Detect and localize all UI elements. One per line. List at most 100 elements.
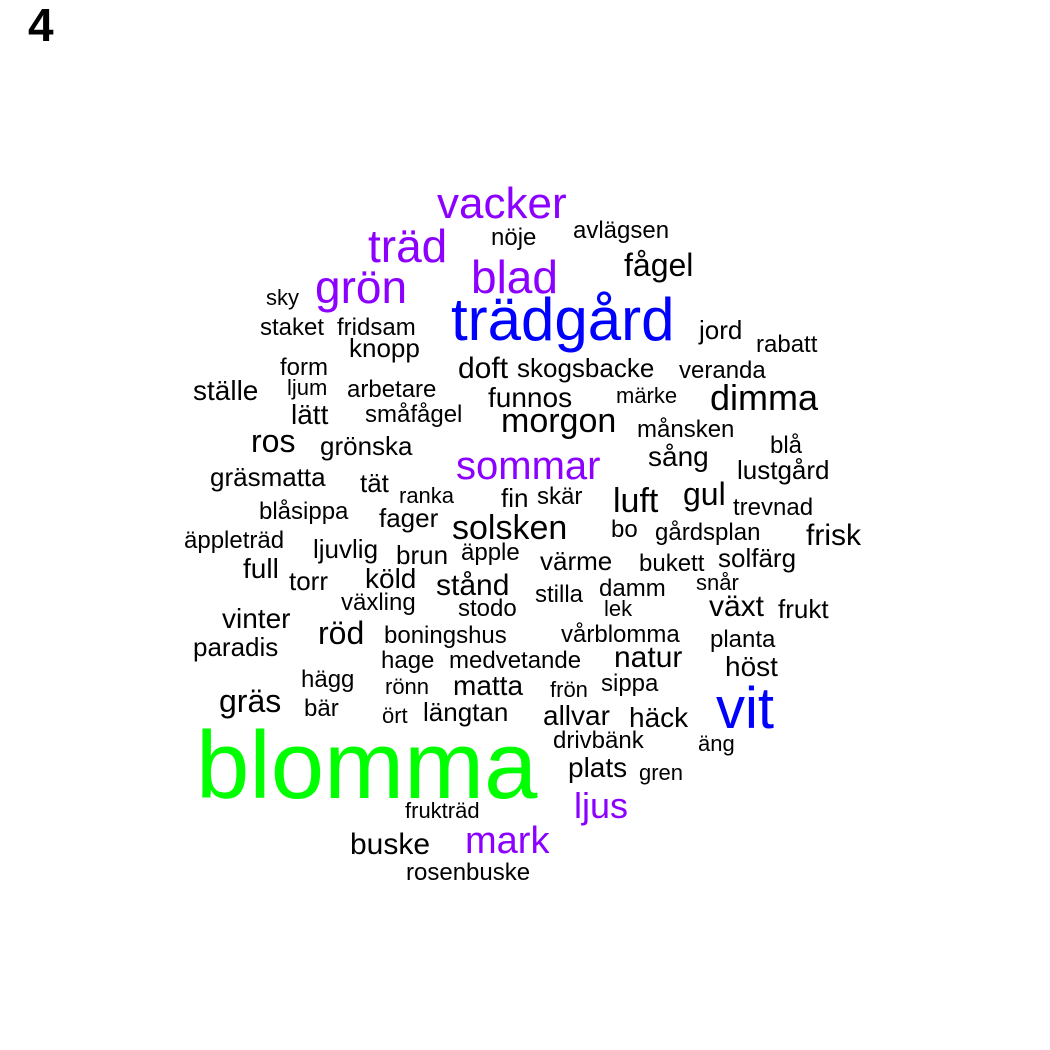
word-84: matta [453,670,523,701]
word-15: staket [260,314,324,341]
word-25: ljum [287,375,327,400]
word-71: frukt [778,594,829,624]
word-52: frisk [806,519,862,552]
word-95: plats [568,752,627,783]
word-56: äpple [461,539,520,566]
panel-label: 4 [28,0,54,51]
word-66: snår [696,570,739,595]
word-35: grönska [320,431,413,461]
word-30: lätt [291,399,329,430]
word-4: vacker [437,179,567,228]
word-94: äng [698,731,735,756]
word-23: veranda [679,357,766,384]
word-88: bär [304,695,339,722]
word-16: fridsam [337,314,416,341]
word-47: blåsippa [259,498,349,525]
word-74: boningshus [384,622,507,649]
word-83: rönn [385,674,429,699]
word-86: sippa [601,670,659,697]
word-80: natur [614,641,682,674]
word-33: månsken [637,416,734,443]
word-75: vårblomma [561,621,680,648]
word-59: solfärg [718,543,796,573]
word-65: damm [599,575,666,602]
word-50: bo [611,516,638,543]
word-24: ställe [193,375,258,406]
word-72: vinter [222,603,290,634]
word-6: blad [471,251,558,303]
word-19: knopp [349,333,420,363]
word-98: buske [350,828,430,861]
word-54: ljuvlig [313,534,378,564]
word-29: dimma [710,377,819,418]
word-22: skogsbacke [517,353,654,383]
word-43: skär [537,483,582,510]
word-49: solsken [452,509,567,547]
word-68: stodo [458,595,517,622]
word-13: fågel [624,247,693,283]
word-27: funnos [488,382,572,413]
word-21: doft [458,352,509,385]
word-73: röd [318,615,364,651]
word-61: torr [289,566,328,596]
word-81: höst [725,651,778,682]
word-91: allvar [543,700,610,731]
word-76: planta [710,626,776,653]
word-9: mark [465,820,550,862]
word-14: sky [266,285,299,310]
word-96: gren [639,760,683,785]
word-92: häck [629,702,689,733]
word-8: sommar [456,444,600,488]
word-11: nöje [491,224,536,251]
word-89: ört [382,703,408,728]
word-62: köld [365,563,416,594]
word-18: rabatt [756,331,818,358]
word-87: gräs [219,683,281,719]
word-53: äppleträd [184,527,284,554]
word-41: ranka [399,483,455,508]
word-44: luft [613,482,659,520]
word-60: full [243,553,279,584]
word-67: växling [341,589,416,616]
word-5: träd [368,220,447,272]
word-45: gul [683,476,726,512]
word-1: blomma [196,712,538,819]
word-51: gårdsplan [655,519,760,546]
word-46: trevnad [733,494,813,521]
word-42: fin [501,483,528,513]
word-3: vit [716,676,774,741]
word-38: gräsmatta [210,462,326,492]
word-40: lustgård [737,455,830,485]
word-70: växt [709,590,765,623]
word-58: bukett [639,550,705,577]
word-90: längtan [423,697,508,727]
word-2: trädgård [451,286,674,353]
word-85: frön [550,677,588,702]
word-77: paradis [193,632,278,662]
word-55: brun [396,540,448,570]
word-99: rosenbuske [406,859,530,886]
word-20: form [280,354,328,381]
word-34: ros [251,423,295,459]
word-32: morgon [501,402,616,440]
word-82: hägg [301,666,354,693]
word-78: hage [381,647,434,674]
word-17: jord [698,315,742,345]
word-37: sång [648,441,709,472]
word-93: drivbänk [553,727,645,754]
word-12: avlägsen [573,217,669,244]
word-28: märke [616,383,677,408]
word-64: stilla [535,581,584,608]
word-63: stånd [436,569,509,602]
word-97: frukträd [405,798,480,823]
word-10: ljus [574,785,628,826]
word-39: tät [360,468,390,498]
word-36: blå [770,432,803,459]
word-48: fager [379,503,439,533]
word-31: småfågel [365,401,462,428]
word-7: grön [315,261,407,313]
word-79: medvetande [449,647,581,674]
word-57: värme [540,546,612,576]
